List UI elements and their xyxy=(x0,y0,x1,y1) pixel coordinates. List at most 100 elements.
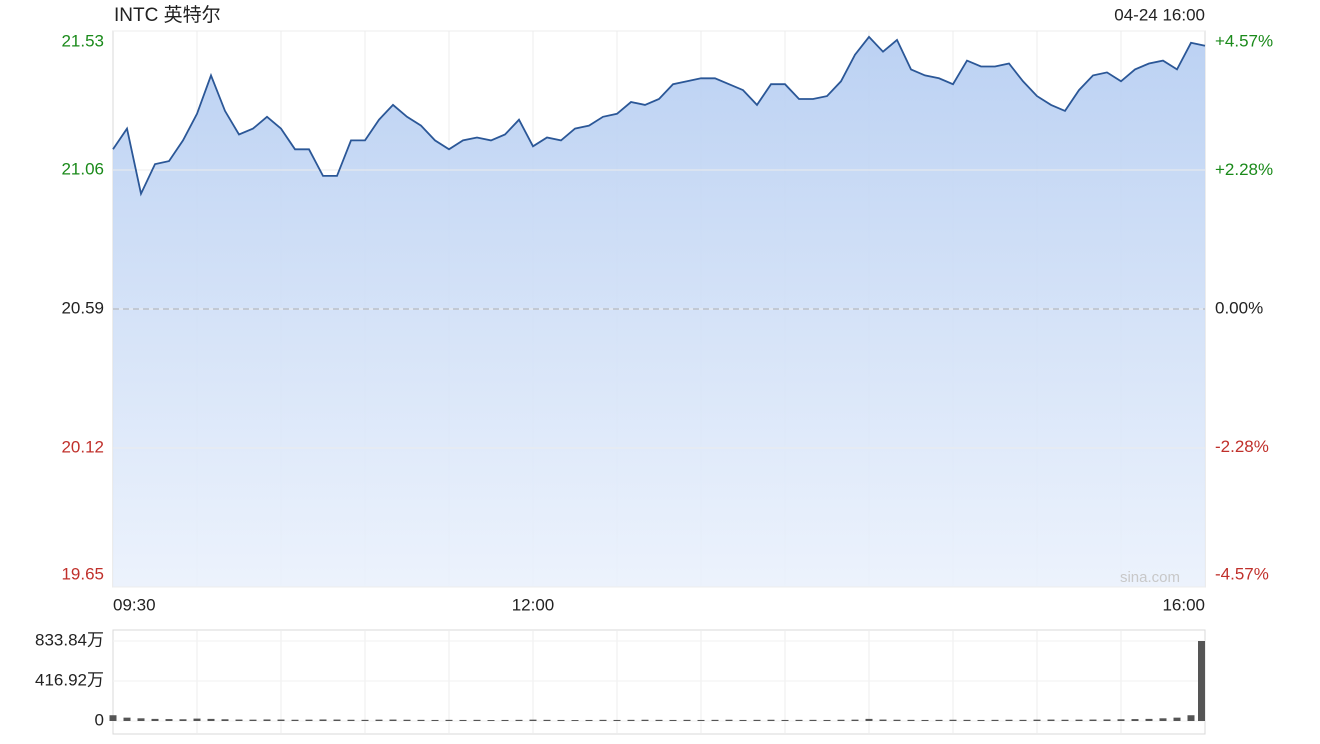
volume-bar xyxy=(431,719,439,721)
y2-tick-label: +4.57% xyxy=(1215,31,1273,50)
volume-panel xyxy=(112,629,1206,735)
volume-bar xyxy=(1159,718,1167,721)
y2-tick-label: 0.00% xyxy=(1215,298,1263,317)
y-tick-label: 19.65 xyxy=(61,564,104,583)
volume-bar xyxy=(123,717,131,721)
volume-bar xyxy=(109,715,117,721)
volume-tick-label: 416.92万 xyxy=(35,670,104,689)
volume-bar xyxy=(137,718,145,721)
volume-bar xyxy=(291,719,299,721)
volume-bar xyxy=(655,719,663,721)
volume-bar xyxy=(879,719,887,721)
volume-bar xyxy=(487,720,495,721)
volume-bar xyxy=(697,719,705,721)
chart-title: INTC 英特尔 xyxy=(114,4,221,26)
volume-bar xyxy=(473,719,481,721)
volume-bar xyxy=(935,719,943,721)
volume-bar xyxy=(767,719,775,721)
volume-bar xyxy=(445,719,453,721)
volume-bar xyxy=(403,719,411,721)
watermark: sina.com xyxy=(1120,569,1180,586)
volume-bar xyxy=(319,719,327,721)
volume-bar xyxy=(809,719,817,721)
x-tick-label: 16:00 xyxy=(1162,595,1205,614)
volume-bar xyxy=(529,719,537,721)
volume-bar xyxy=(557,719,565,721)
volume-bar xyxy=(963,719,971,721)
y-tick-label: 20.59 xyxy=(61,298,104,317)
y-tick-label: 21.06 xyxy=(61,159,104,178)
volume-bar xyxy=(165,719,173,721)
volume-bar xyxy=(1005,719,1013,721)
volume-bar xyxy=(249,719,257,721)
x-tick-label: 12:00 xyxy=(512,595,555,614)
timestamp: 04-24 16:00 xyxy=(1114,5,1205,24)
volume-bar xyxy=(361,719,369,721)
volume-bar xyxy=(977,719,985,721)
volume-bar xyxy=(417,719,425,721)
volume-bar xyxy=(1019,719,1027,721)
volume-bar xyxy=(949,719,957,721)
volume-bar xyxy=(501,719,509,721)
volume-bar xyxy=(865,718,873,721)
volume-bar xyxy=(753,719,761,721)
volume-bar xyxy=(333,719,341,721)
volume-bar xyxy=(1089,719,1097,721)
volume-bar xyxy=(739,719,747,721)
volume-bar xyxy=(1047,719,1055,721)
volume-bar xyxy=(683,719,691,721)
volume-bar xyxy=(459,719,467,721)
volume-bar xyxy=(1103,719,1111,721)
volume-bar xyxy=(389,719,397,721)
volume-bar xyxy=(1187,715,1195,721)
volume-bar xyxy=(599,719,607,721)
volume-bar xyxy=(907,719,915,721)
volume-bar xyxy=(921,719,929,721)
y-tick-label: 21.53 xyxy=(61,31,104,50)
y-tick-label: 20.12 xyxy=(61,437,104,456)
volume-bar xyxy=(641,719,649,721)
volume-bar xyxy=(795,719,803,721)
area-fill xyxy=(113,36,1205,587)
volume-bar xyxy=(235,719,243,721)
volume-bar xyxy=(627,719,635,721)
volume-bar xyxy=(515,719,523,721)
y2-tick-label: +2.28% xyxy=(1215,160,1273,179)
y2-tick-label: -2.28% xyxy=(1215,437,1269,456)
volume-bar xyxy=(151,718,159,721)
volume-bar xyxy=(221,719,229,721)
volume-bar xyxy=(1117,719,1125,721)
volume-bar xyxy=(1033,719,1041,721)
volume-bar xyxy=(781,719,789,721)
volume-bar xyxy=(823,719,831,721)
volume-bar xyxy=(571,720,579,721)
volume-bar xyxy=(837,719,845,721)
volume-bar xyxy=(991,719,999,721)
volume-bar xyxy=(1131,719,1139,721)
volume-bar xyxy=(669,719,677,721)
volume-bar xyxy=(347,719,355,721)
volume-bar xyxy=(585,719,593,721)
volume-bar xyxy=(375,719,383,721)
volume-bar xyxy=(193,718,201,721)
volume-bar xyxy=(1198,641,1205,721)
volume-bar xyxy=(179,719,187,721)
volume-bar xyxy=(725,719,733,721)
volume-bar xyxy=(1145,718,1153,721)
volume-bar xyxy=(305,719,313,721)
volume-tick-label: 0 xyxy=(95,710,104,729)
volume-bar xyxy=(1173,717,1181,721)
volume-bar xyxy=(263,719,271,721)
volume-bar xyxy=(893,719,901,721)
x-tick-label: 09:30 xyxy=(113,595,156,614)
volume-tick-label: 833.84万 xyxy=(35,630,104,649)
volume-bar xyxy=(1075,719,1083,721)
volume-bar xyxy=(207,718,215,721)
price-line xyxy=(112,35,1206,197)
volume-bar xyxy=(613,719,621,721)
volume-bar xyxy=(711,719,719,721)
y2-tick-label: -4.57% xyxy=(1215,564,1269,583)
volume-bar xyxy=(1061,719,1069,721)
